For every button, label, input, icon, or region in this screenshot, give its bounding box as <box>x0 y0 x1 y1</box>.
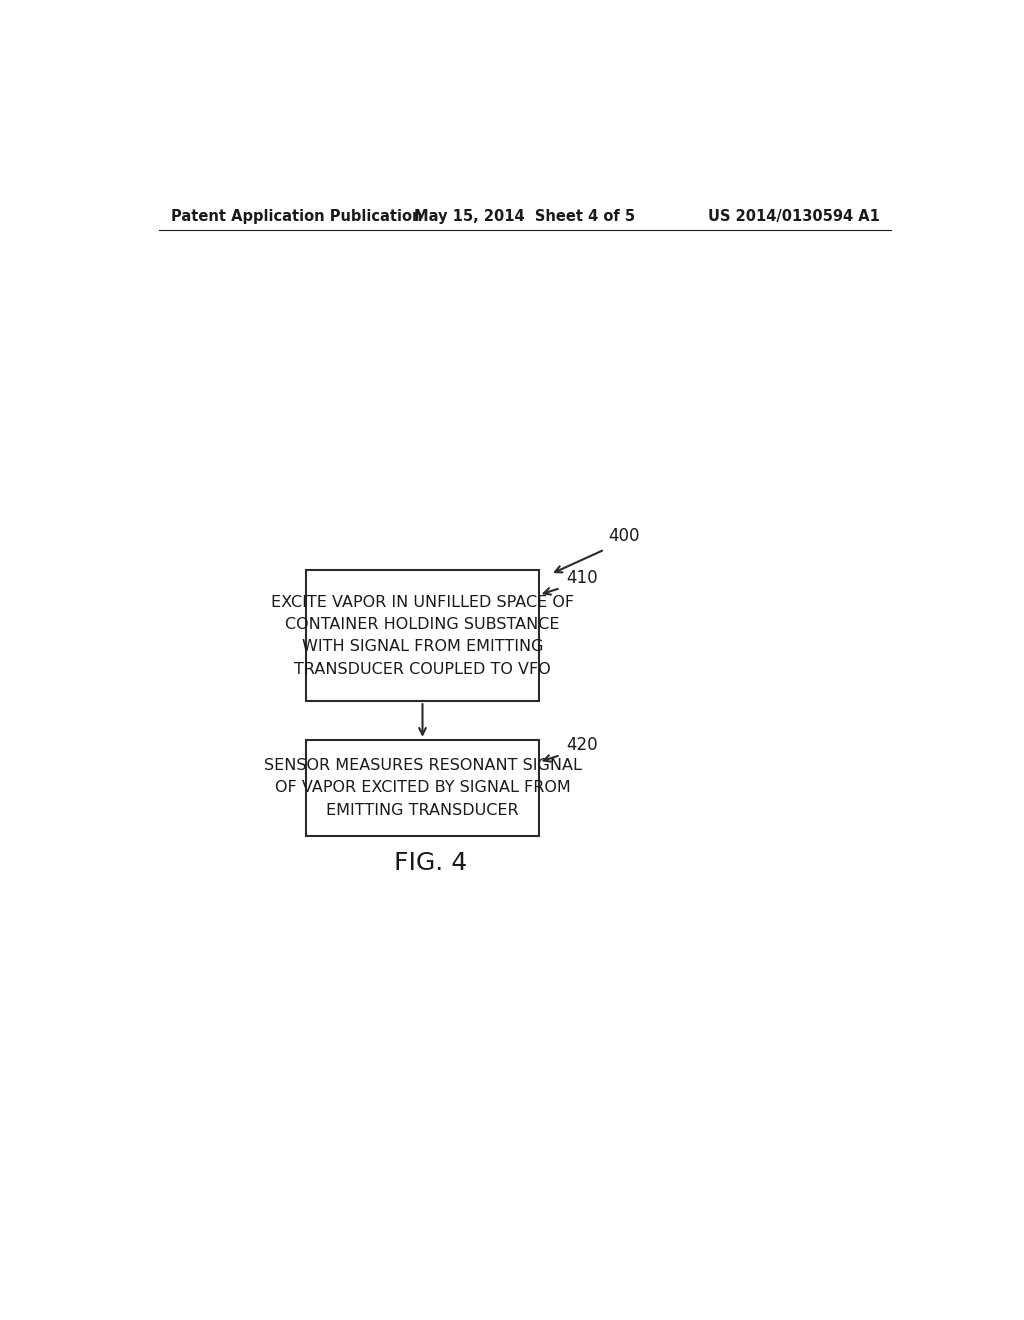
Text: May 15, 2014  Sheet 4 of 5: May 15, 2014 Sheet 4 of 5 <box>415 209 635 223</box>
Text: 400: 400 <box>608 527 640 545</box>
Text: 410: 410 <box>566 569 597 587</box>
Bar <box>306 739 539 836</box>
Text: Patent Application Publication: Patent Application Publication <box>171 209 422 223</box>
Text: 420: 420 <box>566 737 597 754</box>
Text: SENSOR MEASURES RESONANT SIGNAL
OF VAPOR EXCITED BY SIGNAL FROM
EMITTING TRANSDU: SENSOR MEASURES RESONANT SIGNAL OF VAPOR… <box>263 758 582 817</box>
Bar <box>306 570 539 701</box>
Text: US 2014/0130594 A1: US 2014/0130594 A1 <box>708 209 880 223</box>
Text: FIG. 4: FIG. 4 <box>393 851 467 875</box>
Text: EXCITE VAPOR IN UNFILLED SPACE OF
CONTAINER HOLDING SUBSTANCE
WITH SIGNAL FROM E: EXCITE VAPOR IN UNFILLED SPACE OF CONTAI… <box>271 595 574 677</box>
